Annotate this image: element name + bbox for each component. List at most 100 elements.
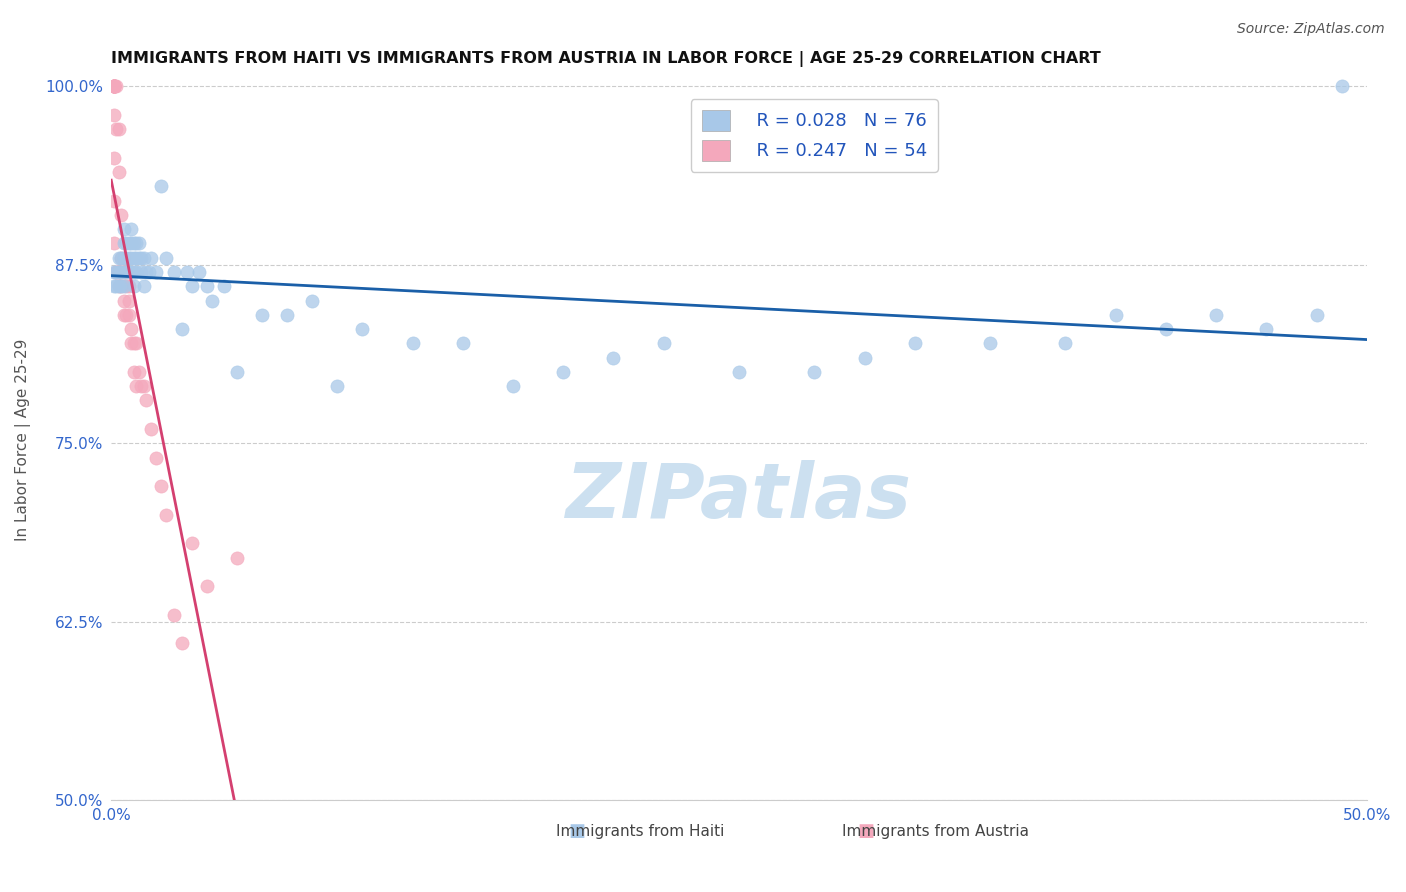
Point	[103, 79, 125, 94]
Point	[145, 450, 167, 465]
Point	[103, 108, 125, 122]
Point	[112, 222, 135, 236]
Point	[128, 236, 150, 251]
Point	[195, 579, 218, 593]
Text: ■: ■	[858, 822, 875, 840]
Point	[120, 265, 142, 279]
Point	[112, 251, 135, 265]
Point	[128, 365, 150, 379]
Point	[110, 279, 132, 293]
Point	[115, 279, 138, 293]
Point	[115, 265, 138, 279]
Point	[105, 265, 128, 279]
Point	[301, 293, 323, 308]
Point	[803, 365, 825, 379]
Point	[107, 279, 129, 293]
Point	[105, 265, 128, 279]
Point	[155, 251, 177, 265]
Point	[107, 165, 129, 179]
Point	[728, 365, 751, 379]
Point	[103, 79, 125, 94]
Point	[180, 279, 202, 293]
Point	[176, 265, 198, 279]
Point	[1305, 308, 1327, 322]
Point	[120, 322, 142, 336]
Text: IMMIGRANTS FROM HAITI VS IMMIGRANTS FROM AUSTRIA IN LABOR FORCE | AGE 25-29 CORR: IMMIGRANTS FROM HAITI VS IMMIGRANTS FROM…	[111, 51, 1101, 67]
Point	[553, 365, 575, 379]
Point	[105, 122, 128, 136]
Point	[188, 265, 211, 279]
Point	[225, 550, 247, 565]
Point	[170, 636, 193, 650]
Point	[122, 279, 145, 293]
Point	[163, 265, 186, 279]
Point	[904, 336, 927, 351]
Point	[103, 194, 125, 208]
Point	[112, 251, 135, 265]
Point	[1256, 322, 1278, 336]
Point	[1105, 308, 1128, 322]
Point	[103, 151, 125, 165]
Point	[451, 336, 474, 351]
Point	[145, 265, 167, 279]
Point	[163, 607, 186, 622]
Point	[118, 293, 141, 308]
Point	[103, 79, 125, 94]
Point	[112, 293, 135, 308]
Point	[103, 236, 125, 251]
Text: ■: ■	[569, 822, 586, 840]
Point	[131, 379, 153, 393]
Point	[326, 379, 349, 393]
Point	[107, 265, 129, 279]
Text: Immigrants from Haiti: Immigrants from Haiti	[557, 824, 724, 838]
Point	[180, 536, 202, 550]
Point	[201, 293, 224, 308]
Point	[103, 79, 125, 94]
Point	[212, 279, 235, 293]
Point	[122, 251, 145, 265]
Point	[132, 379, 155, 393]
Point	[103, 279, 125, 293]
Point	[1205, 308, 1227, 322]
Point	[103, 79, 125, 94]
Point	[122, 336, 145, 351]
Point	[138, 265, 160, 279]
Y-axis label: In Labor Force | Age 25-29: In Labor Force | Age 25-29	[15, 339, 31, 541]
Point	[122, 265, 145, 279]
Point	[250, 308, 273, 322]
Point	[103, 79, 125, 94]
Point	[122, 365, 145, 379]
Point	[103, 79, 125, 94]
Point	[105, 79, 128, 94]
Point	[1154, 322, 1177, 336]
Point	[103, 265, 125, 279]
Point	[120, 222, 142, 236]
Point	[115, 236, 138, 251]
Point	[131, 251, 153, 265]
Point	[132, 279, 155, 293]
Point	[502, 379, 524, 393]
Point	[103, 79, 125, 94]
Point	[150, 479, 173, 493]
Point	[1054, 336, 1077, 351]
Point	[135, 393, 157, 408]
Point	[276, 308, 298, 322]
Point	[120, 236, 142, 251]
Point	[118, 251, 141, 265]
Point	[105, 265, 128, 279]
Point	[1330, 79, 1353, 94]
Point	[112, 308, 135, 322]
Point	[125, 379, 148, 393]
Point	[118, 236, 141, 251]
Point	[132, 251, 155, 265]
Point	[155, 508, 177, 522]
Point	[125, 251, 148, 265]
Text: Source: ZipAtlas.com: Source: ZipAtlas.com	[1237, 22, 1385, 37]
Point	[118, 279, 141, 293]
Point	[195, 279, 218, 293]
Point	[120, 251, 142, 265]
Legend:   R = 0.028   N = 76,   R = 0.247   N = 54: R = 0.028 N = 76, R = 0.247 N = 54	[690, 99, 938, 171]
Point	[125, 236, 148, 251]
Point	[110, 208, 132, 222]
Point	[602, 351, 624, 365]
